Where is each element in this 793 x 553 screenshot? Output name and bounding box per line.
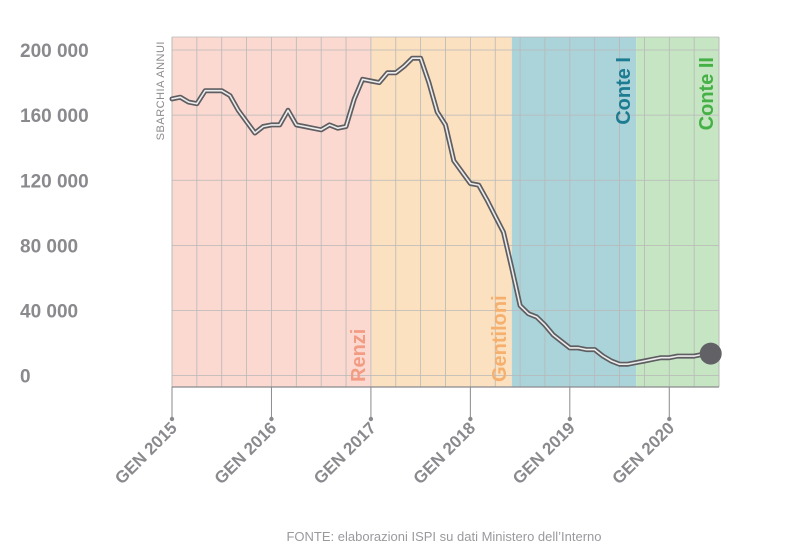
x-tick-label: GEN 2018	[410, 418, 480, 488]
period-band-conte-ii	[636, 37, 719, 387]
period-label-renzi: Renzi	[348, 329, 370, 382]
x-tick-label: GEN 2017	[310, 418, 380, 488]
x-tick-dot	[567, 416, 573, 422]
period-band-conte-i	[511, 37, 637, 387]
x-tick-dot	[667, 416, 672, 422]
y-tick-label: 120 000	[20, 171, 89, 192]
x-axis: GEN 2015 GEN 2016 GEN 2017 GEN 2018 GEN 2019…	[111, 386, 719, 488]
x-tick-dot	[169, 416, 175, 422]
series-line	[169, 55, 722, 367]
period-label-conte-i: Conte I	[613, 57, 635, 125]
x-tick-dot	[468, 416, 473, 422]
source-note: FONTE: elaborazioni ISPI su dati Ministe…	[286, 529, 601, 544]
y-tick-label: 0	[20, 367, 31, 388]
x-tick-label: GEN 2015	[111, 418, 181, 488]
y-tick-label: 40 000	[20, 301, 78, 322]
x-tick-label: GEN 2016	[211, 418, 281, 488]
y-tick-label: 160 000	[20, 106, 89, 127]
y-axis-ticks: 0 40 000 80 000 120 000 160 000 200 000	[20, 41, 89, 388]
series-end-point	[699, 342, 722, 365]
x-tick-label: GEN 2020	[609, 418, 679, 488]
x-tick-dot	[368, 416, 374, 422]
period-label-gentiloni: Gentiloni	[489, 295, 511, 382]
y-tick-label: 200 000	[20, 41, 89, 62]
x-tick-label: GEN 2019	[509, 418, 579, 488]
period-labels: Renzi Gentiloni Conte I Conte II	[348, 57, 718, 382]
y-tick-label: 80 000	[20, 236, 78, 257]
y-axis-label: SBARCHIA ANNUI	[155, 41, 167, 140]
period-band-gentiloni	[370, 37, 512, 387]
series-line-inner	[171, 57, 712, 366]
chart-grid	[171, 36, 720, 387]
period-label-conte-ii: Conte II	[696, 57, 718, 130]
x-tick-dot	[269, 416, 274, 422]
